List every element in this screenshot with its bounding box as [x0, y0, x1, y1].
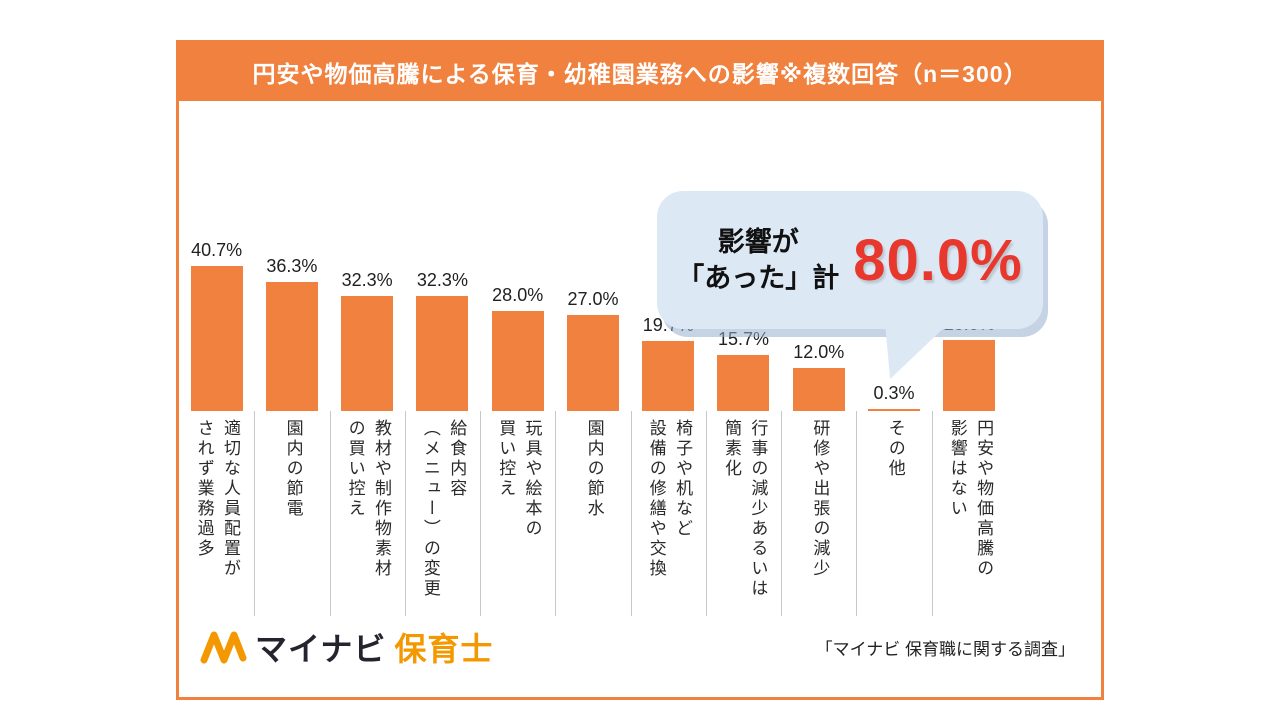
bar-chart: 40.7% 適切な人員配置が されず業務過多 36.3% 園内の節電 32.3% 教材や制…: [179, 101, 1101, 616]
category-label: 園内の節電: [283, 419, 303, 519]
chart-title: 円安や物価高騰による保育・幼稚園業務への影響※複数回答（n＝300）: [179, 43, 1101, 101]
bar-value-label: 32.3%: [416, 270, 468, 290]
category-label: 椅子や机など 設備の修繕や交換: [646, 419, 693, 579]
bar-zone: 28.0%: [480, 161, 555, 411]
category-cell: 適切な人員配置が されず業務過多: [179, 411, 254, 616]
bar-column: 19.7%椅子や机など 設備の修繕や交換: [630, 161, 706, 616]
bar: [190, 266, 243, 411]
category-cell: 研修や出張の減少: [781, 411, 856, 616]
bar-value-label: 40.7%: [191, 240, 243, 260]
category-label: 研修や出張の減少: [810, 419, 830, 579]
category-label: 玩具や絵本の 買い控え: [496, 419, 542, 539]
bar: [943, 340, 996, 411]
bar-zone: 12.0%: [781, 161, 856, 411]
mynavi-logo: マイナビ 保育士: [199, 624, 493, 670]
category-label: 円安や物価高騰の 影響はない: [947, 419, 994, 579]
logo-text-main: マイナビ: [255, 631, 387, 667]
category-cell: 行事の減少あるいは 簡素化: [705, 411, 781, 616]
bar-zone: 36.3%: [254, 161, 329, 411]
category-cell: 教材や制作物素材 の買い控え: [329, 411, 405, 616]
bar-column: 32.3% 給食内容 （メニュー）の変更: [404, 161, 480, 616]
bar-value-label: 27.0%: [567, 289, 619, 309]
bar: [491, 311, 544, 411]
bar-zone: 32.3%: [405, 161, 480, 411]
bar-columns: 40.7% 適切な人員配置が されず業務過多 36.3% 園内の節電 32.3% 教材や制…: [179, 101, 1007, 616]
category-cell: 給食内容 （メニュー）の変更: [404, 411, 480, 616]
callout-bubble: 影響が 「あった」計 80.0%: [657, 191, 1043, 379]
callout-label: 影響が 「あった」計: [677, 226, 840, 293]
bar-value-label: 28.0%: [492, 285, 544, 305]
logo-text-sub: 保育士: [394, 631, 494, 667]
bar-value-label: 12.0%: [793, 342, 845, 362]
bar-column: 15.7% 行事の減少あるいは 簡素化: [705, 161, 781, 616]
category-label: その他: [885, 419, 905, 479]
bar-value-label: 36.3%: [266, 256, 318, 276]
bar-value-label: 0.3%: [873, 383, 915, 403]
category-cell: 園内の節水: [555, 411, 630, 616]
bar: [341, 296, 394, 411]
bar-column: 36.3% 園内の節電: [254, 161, 329, 616]
bar: [265, 282, 318, 411]
bar: [566, 315, 619, 411]
category-cell: 玩具や絵本の 買い控え: [480, 411, 555, 616]
chart-panel: 円安や物価高騰による保育・幼稚園業務への影響※複数回答（n＝300） 40.7%…: [176, 40, 1104, 700]
bar-column: 32.3% 教材や制作物素材 の買い控え: [329, 161, 405, 616]
footer: マイナビ 保育士 「マイナビ 保育職に関する調査」: [179, 613, 1101, 697]
category-cell: 円安や物価高騰の 影響はない: [931, 411, 1007, 616]
bar-column: 0.3% その他: [856, 161, 931, 616]
bar-column: 12.0% 研修や出張の減少: [781, 161, 856, 616]
bar-value-label: 32.3%: [341, 270, 393, 290]
bar-zone: 32.3%: [330, 161, 405, 411]
category-cell: 園内の節電: [254, 411, 329, 616]
bar-value-label: 15.7%: [717, 329, 770, 349]
bar-column: 27.0% 園内の節水: [555, 161, 630, 616]
callout-value: 80.0%: [853, 227, 1023, 293]
bar-zone: 15.7%: [706, 161, 781, 411]
bar: [717, 355, 770, 411]
category-cell: 椅子や机など 設備の修繕や交換: [630, 411, 706, 616]
bar-zone: 40.7%: [179, 161, 254, 411]
bar-column: 40.7% 適切な人員配置が されず業務過多: [179, 161, 254, 616]
bar: [642, 341, 695, 411]
source-note: 「マイナビ 保育職に関する調査」: [815, 639, 1075, 659]
bar-zone: 27.0%: [555, 161, 630, 411]
bar: [416, 296, 469, 411]
bar-zone: 0.3%: [856, 161, 931, 411]
bar: [868, 409, 921, 411]
bar: [792, 368, 845, 411]
category-label: 園内の節水: [584, 419, 604, 519]
category-label: 行事の減少あるいは 簡素化: [721, 419, 768, 599]
category-label: 給食内容 （メニュー）の変更: [420, 419, 467, 599]
bar-column: 28.0% 玩具や絵本の 買い控え: [480, 161, 555, 616]
category-label: 適切な人員配置が されず業務過多: [194, 419, 240, 579]
category-label: 教材や制作物素材 の買い控え: [345, 419, 391, 579]
mynavi-logo-icon: [200, 631, 247, 664]
category-cell: その他: [856, 411, 931, 616]
